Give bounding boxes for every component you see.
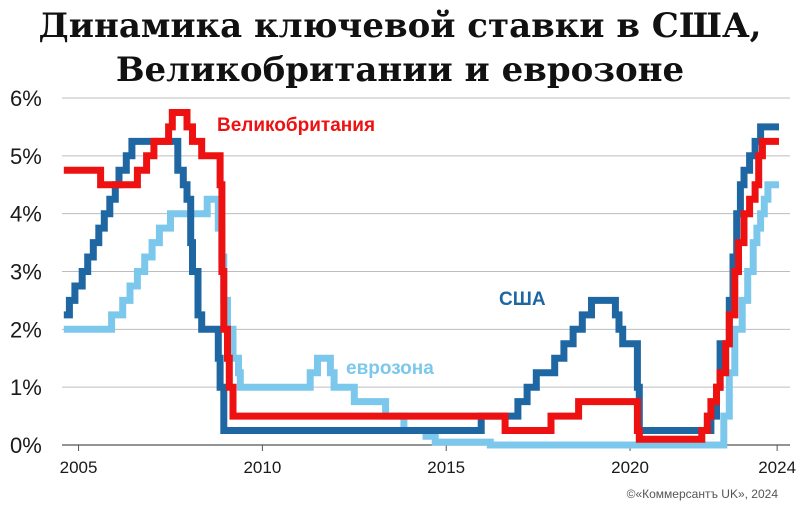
series-line-США bbox=[63, 123, 779, 434]
x-tick-label: 2020 bbox=[611, 458, 649, 477]
x-tick-labels: 2005 2010 2015 2020 2024 bbox=[60, 445, 796, 477]
label-сша: США bbox=[499, 289, 546, 310]
x-tick-label: 2005 bbox=[60, 458, 98, 477]
grid-lines bbox=[62, 97, 790, 446]
y-tick-label: 5% bbox=[10, 144, 42, 169]
y-tick-label: 6% bbox=[10, 86, 42, 111]
chart-title: Динамика ключевой ставки в США, Великобр… bbox=[38, 6, 762, 90]
credit-text: ©«Коммерсантъ UK», 2024 bbox=[627, 487, 779, 501]
y-tick-labels: 0% 1% 2% 3% 4% 5% 6% bbox=[10, 86, 42, 458]
y-tick-label: 3% bbox=[10, 260, 42, 285]
series-line-еврозона bbox=[63, 181, 779, 449]
series-line-Великобритания bbox=[63, 109, 779, 443]
label-еврозона: еврозона bbox=[346, 358, 434, 379]
y-tick-label: 1% bbox=[10, 375, 42, 400]
x-tick-label: 2010 bbox=[243, 458, 281, 477]
series-lines bbox=[63, 109, 779, 449]
label-великобритания: Великобритания bbox=[217, 115, 375, 136]
y-tick-label: 4% bbox=[10, 202, 42, 227]
y-tick-label: 2% bbox=[10, 317, 42, 342]
x-tick-label: 2015 bbox=[427, 458, 465, 477]
y-tick-label: 0% bbox=[10, 433, 42, 458]
x-tick-label: 2024 bbox=[758, 458, 796, 477]
